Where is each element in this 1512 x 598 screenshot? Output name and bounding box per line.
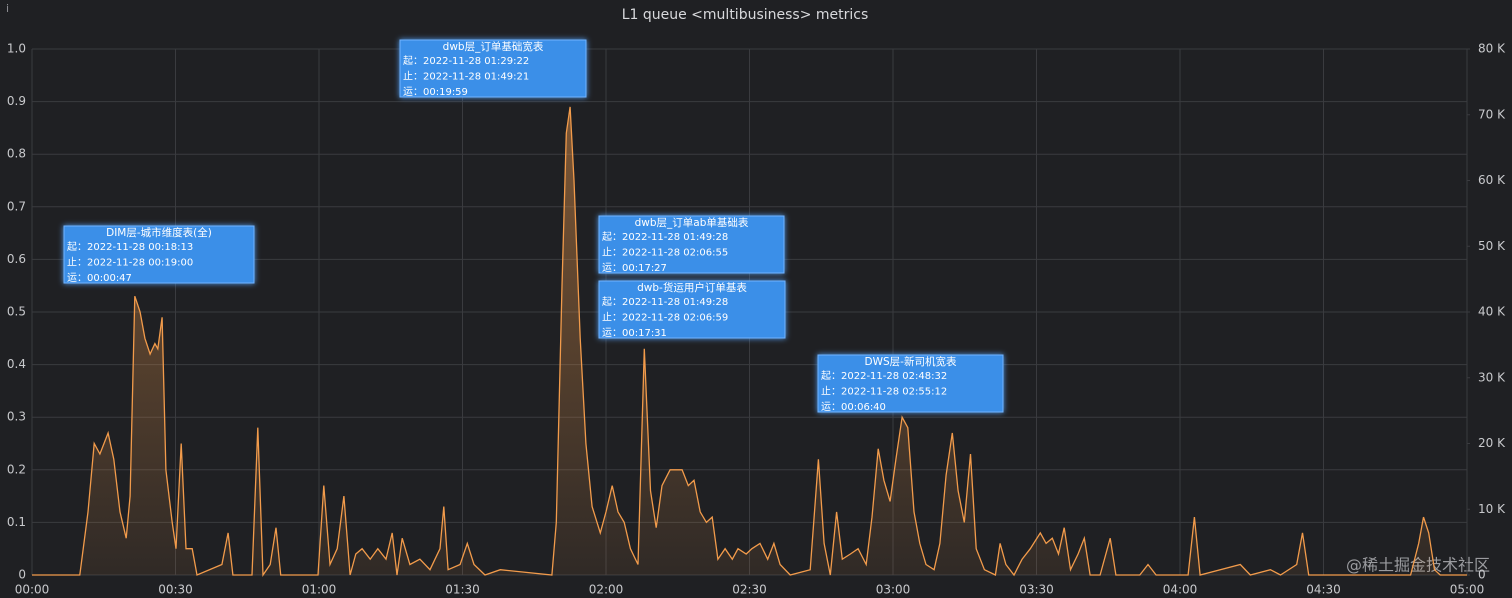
annotation-line: 运：00:00:47	[67, 272, 132, 284]
y-tick-label: 0.9	[7, 94, 26, 108]
annotation-box	[598, 215, 785, 274]
x-tick-label: 00:30	[158, 583, 193, 597]
annotation-line: 止：2022-11-28 02:06:55	[602, 247, 728, 259]
series-line	[32, 106, 1467, 577]
x-tick-label: 05:00	[1450, 583, 1485, 597]
annotation-title: DWS层-新司机宽表	[865, 355, 957, 368]
annotation-line: 起：2022-11-28 00:18:13	[67, 241, 193, 253]
y-tick-label: 0.2	[7, 462, 26, 476]
y2-tick-label: 10 K	[1478, 502, 1506, 516]
chart-title: L1 queue <multibusiness> metrics	[622, 7, 869, 23]
x-tick-label: 02:00	[589, 583, 624, 597]
y2-tick-label: 30 K	[1478, 370, 1506, 384]
annotation-title: DIM层-城市维度表(全)	[106, 226, 212, 239]
y2-tick-label: 40 K	[1478, 305, 1506, 319]
annotation-box	[817, 354, 1004, 413]
y-tick-label: 0.3	[7, 410, 26, 424]
y2-tick-label: 70 K	[1478, 107, 1506, 121]
annotation-line: 运：00:17:27	[602, 262, 667, 274]
y-tick-label: 0.7	[7, 199, 26, 213]
annotation-line: 运：00:17:31	[602, 327, 667, 339]
annotation-title: dwb层_订单ab单基础表	[635, 216, 749, 229]
y-tick-label: 0.4	[7, 357, 26, 371]
annotation-line: 起：2022-11-28 01:49:28	[602, 231, 728, 243]
annotation-line: 运：00:06:40	[821, 401, 886, 413]
y-tick-label: 0.1	[7, 515, 26, 529]
x-tick-label: 03:00	[876, 583, 911, 597]
annotation-box	[399, 39, 587, 98]
annotation-box	[63, 225, 255, 284]
y-tick-label: 0	[18, 568, 26, 582]
annotation-line: 止：2022-11-28 02:55:12	[821, 386, 947, 398]
annotation-title: dwb-货运用户订单基表	[637, 281, 747, 294]
y2-tick-label: 60 K	[1478, 173, 1506, 187]
y2-tick-label: 50 K	[1478, 239, 1506, 253]
y-tick-label: 0.5	[7, 305, 26, 319]
info-icon[interactable]: i	[6, 2, 9, 15]
x-tick-label: 04:00	[1163, 583, 1198, 597]
annotation-line: 运：00:19:59	[403, 86, 468, 98]
annotation-box	[598, 280, 786, 339]
annotation-line: 止：2022-11-28 00:19:00	[67, 257, 193, 269]
x-tick-label: 04:30	[1306, 583, 1341, 597]
annotation-line: 起：2022-11-28 01:29:22	[403, 55, 529, 67]
annotation-line: 起：2022-11-28 02:48:32	[821, 370, 947, 382]
annotation-title: dwb层_订单基础宽表	[443, 40, 544, 53]
y-tick-label: 1.0	[7, 42, 26, 56]
x-tick-label: 02:30	[732, 583, 767, 597]
x-tick-label: 03:30	[1019, 583, 1054, 597]
x-tick-label: 00:00	[15, 583, 50, 597]
y-tick-label: 0.6	[7, 252, 26, 266]
y2-tick-label: 0	[1478, 568, 1486, 582]
x-tick-label: 01:00	[302, 583, 337, 597]
y2-tick-label: 80 K	[1478, 42, 1506, 56]
annotation-line: 止：2022-11-28 01:49:21	[403, 71, 529, 83]
y-tick-label: 0.8	[7, 147, 26, 161]
annotation-line: 止：2022-11-28 02:06:59	[602, 312, 728, 324]
annotation-line: 起：2022-11-28 01:49:28	[602, 296, 728, 308]
x-tick-label: 01:30	[445, 583, 480, 597]
annotation: DIM层-城市维度表(全) 起：2022-11-28 00:18:13 止：2022…	[63, 225, 255, 284]
y2-tick-label: 20 K	[1478, 436, 1506, 450]
